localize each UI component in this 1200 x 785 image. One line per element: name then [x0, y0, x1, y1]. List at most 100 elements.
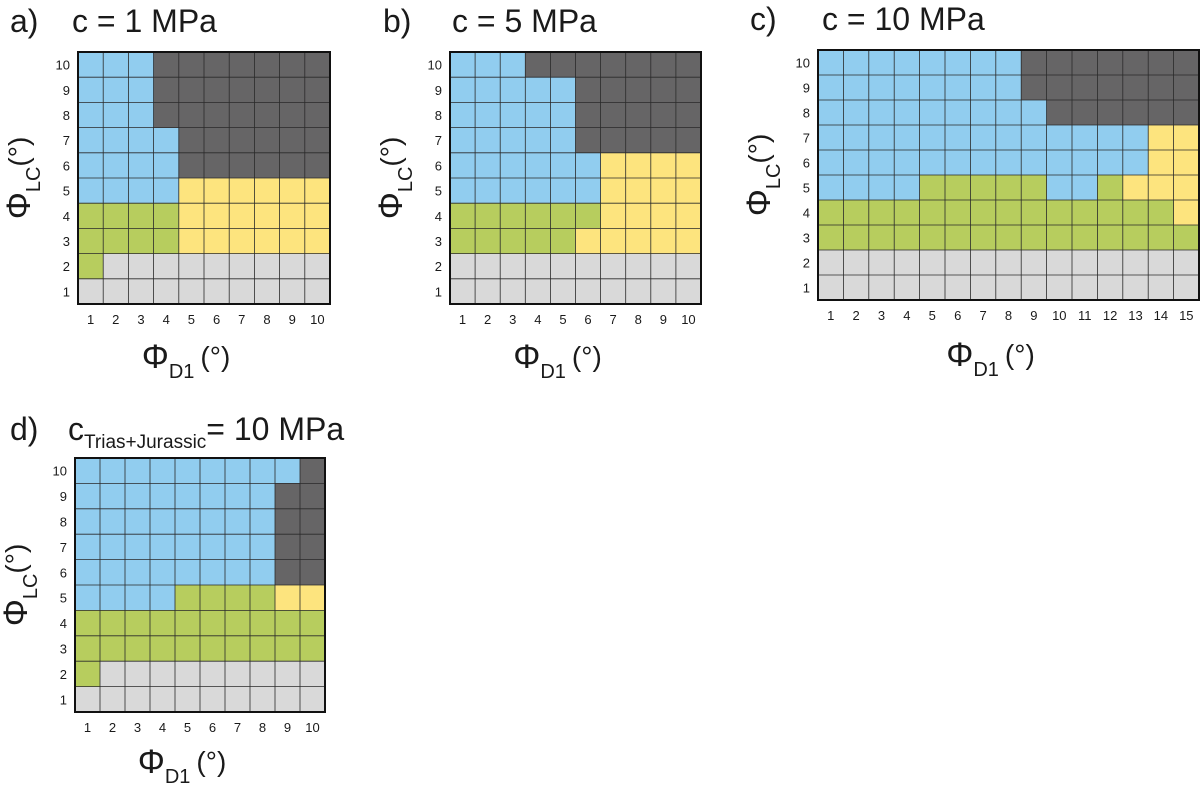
heatmap-cell-blue — [868, 150, 895, 176]
heatmap-cell-dark — [625, 52, 652, 78]
heatmap-cell-blue — [225, 458, 251, 484]
heatmap-cell-green — [200, 610, 226, 637]
heatmap-cell-dark — [229, 52, 255, 78]
y-tick-label: 2 — [803, 256, 810, 271]
x-tick-label: 7 — [979, 308, 986, 323]
panel-label: b) — [383, 3, 411, 39]
heatmap-cell-dark — [178, 152, 205, 179]
heatmap-cell-blue — [550, 178, 576, 204]
heatmap-cell-blue — [200, 559, 226, 586]
heatmap-cell-blue — [1097, 150, 1124, 176]
heatmap-cell-blue — [103, 178, 129, 204]
heatmap-cell-green — [919, 225, 946, 251]
heatmap-cell-gray — [1072, 275, 1098, 301]
heatmap-cell-blue — [970, 150, 997, 176]
heatmap-cell-blue — [128, 52, 154, 78]
heatmap-cell-blue — [225, 483, 251, 510]
heatmap-cell-blue — [475, 178, 501, 204]
heatmap-cell-green — [995, 225, 1022, 251]
heatmap-cell-blue — [1072, 150, 1098, 176]
heatmap-cell-green — [150, 635, 176, 662]
heatmap-cell-gray — [525, 278, 551, 305]
heatmap-cell-dark — [1046, 75, 1073, 101]
y-tick-label: 4 — [803, 206, 810, 221]
heatmap-cell-yellow — [1148, 175, 1174, 201]
heatmap-cell-gray — [650, 253, 677, 280]
heatmap-cell-yellow — [675, 152, 702, 179]
heatmap-cell-blue — [250, 508, 276, 535]
heatmap-cell-blue — [128, 178, 154, 204]
heatmap-cell-blue — [525, 127, 551, 154]
heatmap-cell-yellow — [625, 178, 652, 204]
heatmap-cell-gray — [78, 278, 104, 305]
heatmap-cell-dark — [575, 127, 601, 154]
heatmap-cell-yellow — [204, 178, 230, 204]
heatmap-cell-yellow — [254, 228, 280, 254]
y-tick-label: 2 — [63, 259, 70, 274]
heatmap-cell-blue — [995, 100, 1022, 126]
x-axis-subscript: D1 — [973, 359, 999, 381]
heatmap-cell-green — [225, 585, 251, 611]
x-tick-label: 13 — [1128, 308, 1142, 323]
heatmap-cell-gray — [200, 661, 226, 687]
y-axis-label: ΦLC(°) — [740, 134, 785, 217]
x-axis-unit: (°) — [200, 341, 230, 372]
heatmap-cell-green — [125, 635, 151, 662]
heatmap-cell-blue — [125, 508, 151, 535]
y-tick-label: 2 — [435, 259, 442, 274]
heatmap-cell-blue — [175, 458, 201, 484]
heatmap-cell-green — [125, 610, 151, 637]
y-tick-label: 7 — [803, 131, 810, 146]
y-tick-label: 5 — [435, 184, 442, 199]
heatmap-cell-green — [919, 200, 946, 226]
y-tick-label: 1 — [435, 284, 442, 299]
heatmap-cell-blue — [919, 125, 946, 151]
heatmap-cell-blue — [970, 100, 997, 126]
plot-frame — [817, 49, 1200, 301]
heatmap-cell-blue — [225, 559, 251, 586]
heatmap-cell-blue — [1021, 125, 1047, 151]
heatmap-cell-yellow — [650, 178, 677, 204]
heatmap-cell-blue — [153, 127, 180, 154]
heatmap-cell-blue — [100, 508, 126, 535]
x-tick-label: 2 — [109, 720, 116, 735]
heatmap-cell-dark — [1072, 100, 1098, 126]
heatmap-cell-dark — [275, 559, 301, 586]
heatmap-cell-gray — [204, 278, 230, 305]
heatmap-cell-gray — [650, 278, 677, 305]
heatmap-cell-gray — [945, 250, 971, 276]
heatmap-cell-dark — [275, 534, 301, 560]
heatmap-cell-blue — [919, 50, 946, 76]
y-tick-label: 8 — [435, 108, 442, 123]
heatmap-cell-gray — [254, 278, 280, 305]
heatmap-cell-yellow — [1173, 175, 1200, 201]
y-tick-label: 6 — [63, 158, 70, 173]
heatmap-cell-green — [300, 635, 326, 662]
heatmap-cell-dark — [1072, 50, 1098, 76]
heatmap-cell-green — [919, 175, 946, 201]
heatmap-cell-blue — [475, 127, 501, 154]
heatmap-cell-green — [153, 203, 180, 229]
heatmap-cell-green — [103, 228, 129, 254]
heatmap-cell-yellow — [1148, 125, 1174, 151]
heatmap-cell-blue — [550, 127, 576, 154]
heatmap-cell-green — [843, 200, 870, 226]
heatmap-cell-gray — [675, 278, 702, 305]
heatmap-cell-dark — [204, 127, 230, 154]
heatmap-cell-gray — [843, 275, 870, 301]
y-tick-label: 6 — [60, 565, 67, 580]
heatmap-cell-gray — [175, 686, 201, 713]
heatmap-cell-dark — [178, 127, 205, 154]
heatmap-cell-gray — [1046, 275, 1073, 301]
y-tick-label: 1 — [803, 281, 810, 296]
heatmap-cell-yellow — [304, 203, 331, 229]
heatmap-cell-green — [153, 228, 180, 254]
heatmap-cell-dark — [1148, 50, 1174, 76]
heatmap-cell-blue — [894, 150, 920, 176]
heatmap-cell-dark — [650, 52, 677, 78]
heatmap-cell-blue — [150, 508, 176, 535]
heatmap-cell-blue — [250, 534, 276, 560]
heatmap-cell-gray — [300, 661, 326, 687]
heatmap-cell-dark — [1072, 75, 1098, 101]
